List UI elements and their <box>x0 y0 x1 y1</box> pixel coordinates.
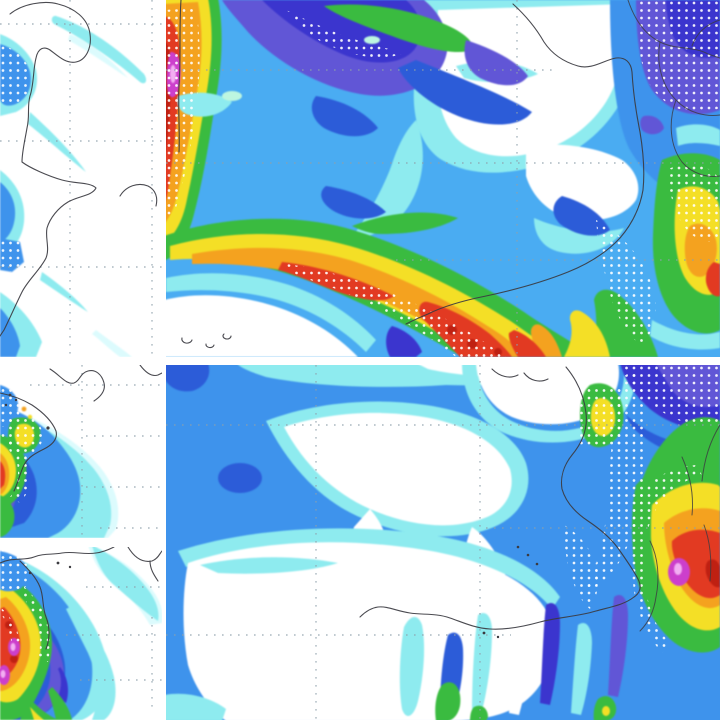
panel-bottom-left-map <box>0 547 162 720</box>
stipple-overlay <box>166 0 720 357</box>
panel-bottom-right-map <box>166 365 720 720</box>
coastlines <box>0 365 162 492</box>
panel-top-left-map <box>0 0 162 357</box>
graticule <box>66 586 162 712</box>
stipple-overlay <box>563 365 720 653</box>
panel-top-right-map <box>166 0 720 357</box>
graticule <box>0 0 162 357</box>
graticule <box>166 365 720 720</box>
coastlines <box>0 1 158 337</box>
panel-mid-left-map <box>0 365 162 538</box>
coastlines <box>359 366 720 639</box>
stipple-overlay <box>0 44 31 272</box>
coastlines <box>0 547 162 650</box>
coastlines <box>178 0 720 349</box>
graticule <box>166 0 720 357</box>
graticule <box>30 365 162 538</box>
